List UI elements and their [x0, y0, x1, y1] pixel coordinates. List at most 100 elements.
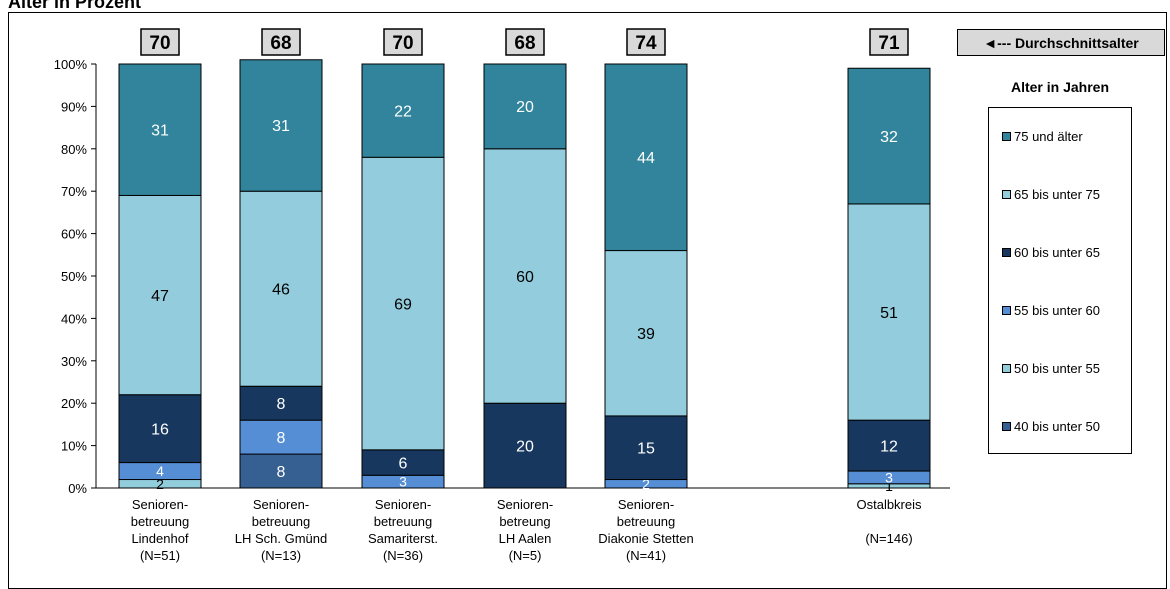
x-tick-label: LH Aalen: [499, 531, 552, 546]
x-tick-label: Diakonie Stetten: [598, 531, 693, 546]
bar-value-label: 31: [151, 122, 169, 139]
y-tick-label: 60%: [61, 227, 87, 242]
bar-segment: [239, 453, 323, 489]
bar-segment: [847, 203, 931, 421]
y-tick-label: 100%: [54, 57, 88, 72]
average-badge: [383, 28, 423, 56]
average-value: 70: [149, 33, 170, 54]
bar-value-label: 1: [885, 478, 893, 494]
average-badge: [505, 28, 545, 56]
y-tick-label: 90%: [61, 99, 87, 114]
bar-value-label: 4: [156, 463, 164, 479]
x-tick-label: betreuung: [617, 514, 676, 529]
y-tick-label: 70%: [61, 184, 87, 199]
average-badge: [869, 28, 909, 56]
x-tick-label: Samariterst.: [368, 531, 438, 546]
bar-segment: [361, 449, 445, 476]
bar-value-label: 3: [399, 474, 407, 490]
legend-swatch: [1002, 190, 1011, 199]
x-tick-label: Senioren-: [497, 497, 553, 512]
bar-value-label: 20: [516, 99, 534, 116]
x-tick-label: (N=51): [140, 548, 180, 563]
legend-swatch: [1002, 306, 1011, 315]
x-tick-label: betreuung: [131, 514, 190, 529]
legend-item: 65 bis unter 75: [1002, 187, 1100, 202]
bar-value-label: 22: [394, 103, 412, 120]
y-tick-label: 0%: [68, 481, 87, 496]
x-tick-label: betreuung: [374, 514, 433, 529]
bar-segment: [604, 415, 688, 481]
x-tick-label: Ostalbkreis: [856, 497, 922, 512]
legend: 75 und älter 65 bis unter 75 60 bis unter …: [988, 107, 1132, 454]
bar-segment: [118, 63, 202, 196]
bar-value-label: 2: [156, 476, 164, 492]
bar-value-label: 47: [151, 288, 169, 305]
legend-item: 40 bis unter 50: [1002, 419, 1100, 434]
bar-value-label: 12: [880, 438, 898, 455]
bar-value-label: 20: [516, 438, 534, 455]
bar-segment: [483, 402, 567, 489]
legend-label: 50 bis unter 55: [1014, 361, 1101, 376]
bar-segment: [483, 63, 567, 150]
legend-swatch: [1002, 132, 1011, 141]
bar-value-label: 15: [637, 440, 655, 457]
average-badge: [261, 28, 301, 56]
legend-label: 75 und älter: [1014, 129, 1083, 144]
x-tick-label: (N=36): [383, 548, 423, 563]
average-value: 74: [635, 33, 657, 54]
bar-segment: [239, 419, 323, 455]
legend-item: 50 bis unter 55: [1002, 361, 1100, 376]
bar-segment: [118, 194, 202, 396]
bar-segment: [239, 59, 323, 192]
average-value: 70: [392, 33, 413, 54]
average-value: 71: [878, 33, 900, 54]
bar-value-label: 2: [642, 476, 650, 492]
x-tick-label: Senioren-: [253, 497, 309, 512]
bar-value-label: 8: [277, 464, 286, 481]
y-tick-label: 10%: [61, 439, 87, 454]
bar-value-label: 69: [394, 296, 412, 313]
bar-value-label: 31: [272, 118, 290, 135]
bar-segment: [604, 63, 688, 252]
legend-swatch: [1002, 422, 1011, 431]
legend-label: 55 bis unter 60: [1014, 303, 1101, 318]
bar-segment: [847, 67, 931, 205]
bar-value-label: 46: [272, 281, 290, 298]
bar-value-label: 60: [516, 269, 534, 286]
bar-value-label: 6: [399, 455, 408, 472]
average-badge: [626, 28, 666, 56]
x-tick-label: LH Sch. Gmünd: [235, 531, 328, 546]
chart-title: Alter in Prozent: [8, 0, 142, 12]
legend-swatch: [1002, 248, 1011, 257]
x-tick-label: betreung: [499, 514, 550, 529]
average-value: 68: [514, 33, 535, 54]
bar-segment: [361, 63, 445, 158]
x-tick-label: (N=13): [261, 548, 301, 563]
legend-label: 60 bis unter 65: [1014, 245, 1101, 260]
legend-label: 65 bis unter 75: [1014, 187, 1101, 202]
legend-item: 60 bis unter 65: [1002, 245, 1100, 260]
y-tick-label: 40%: [61, 311, 87, 326]
bar-value-label: 51: [880, 305, 898, 322]
x-tick-label: Senioren-: [132, 497, 188, 512]
x-tick-label: (N=41): [626, 548, 666, 563]
x-tick-label: (N=146): [865, 531, 912, 546]
y-tick-label: 80%: [61, 142, 87, 157]
bar-value-label: 16: [151, 421, 169, 438]
bar-value-label: 8: [277, 430, 286, 447]
legend-item: 75 und älter: [1002, 129, 1083, 144]
bar-segment: [118, 394, 202, 464]
x-tick-label: Lindenhof: [131, 531, 188, 546]
bar-value-label: 32: [880, 129, 898, 146]
x-tick-label: Senioren-: [375, 497, 431, 512]
legend-swatch: [1002, 364, 1011, 373]
bar-segment: [604, 250, 688, 417]
bar-value-label: 44: [637, 150, 655, 167]
average-badge: [140, 28, 180, 56]
bar-segment: [483, 148, 567, 404]
legend-title: Alter in Jahren: [1010, 79, 1110, 95]
y-tick-label: 20%: [61, 396, 87, 411]
bar-segment: [239, 190, 323, 387]
legend-label: 40 bis unter 50: [1014, 419, 1101, 434]
